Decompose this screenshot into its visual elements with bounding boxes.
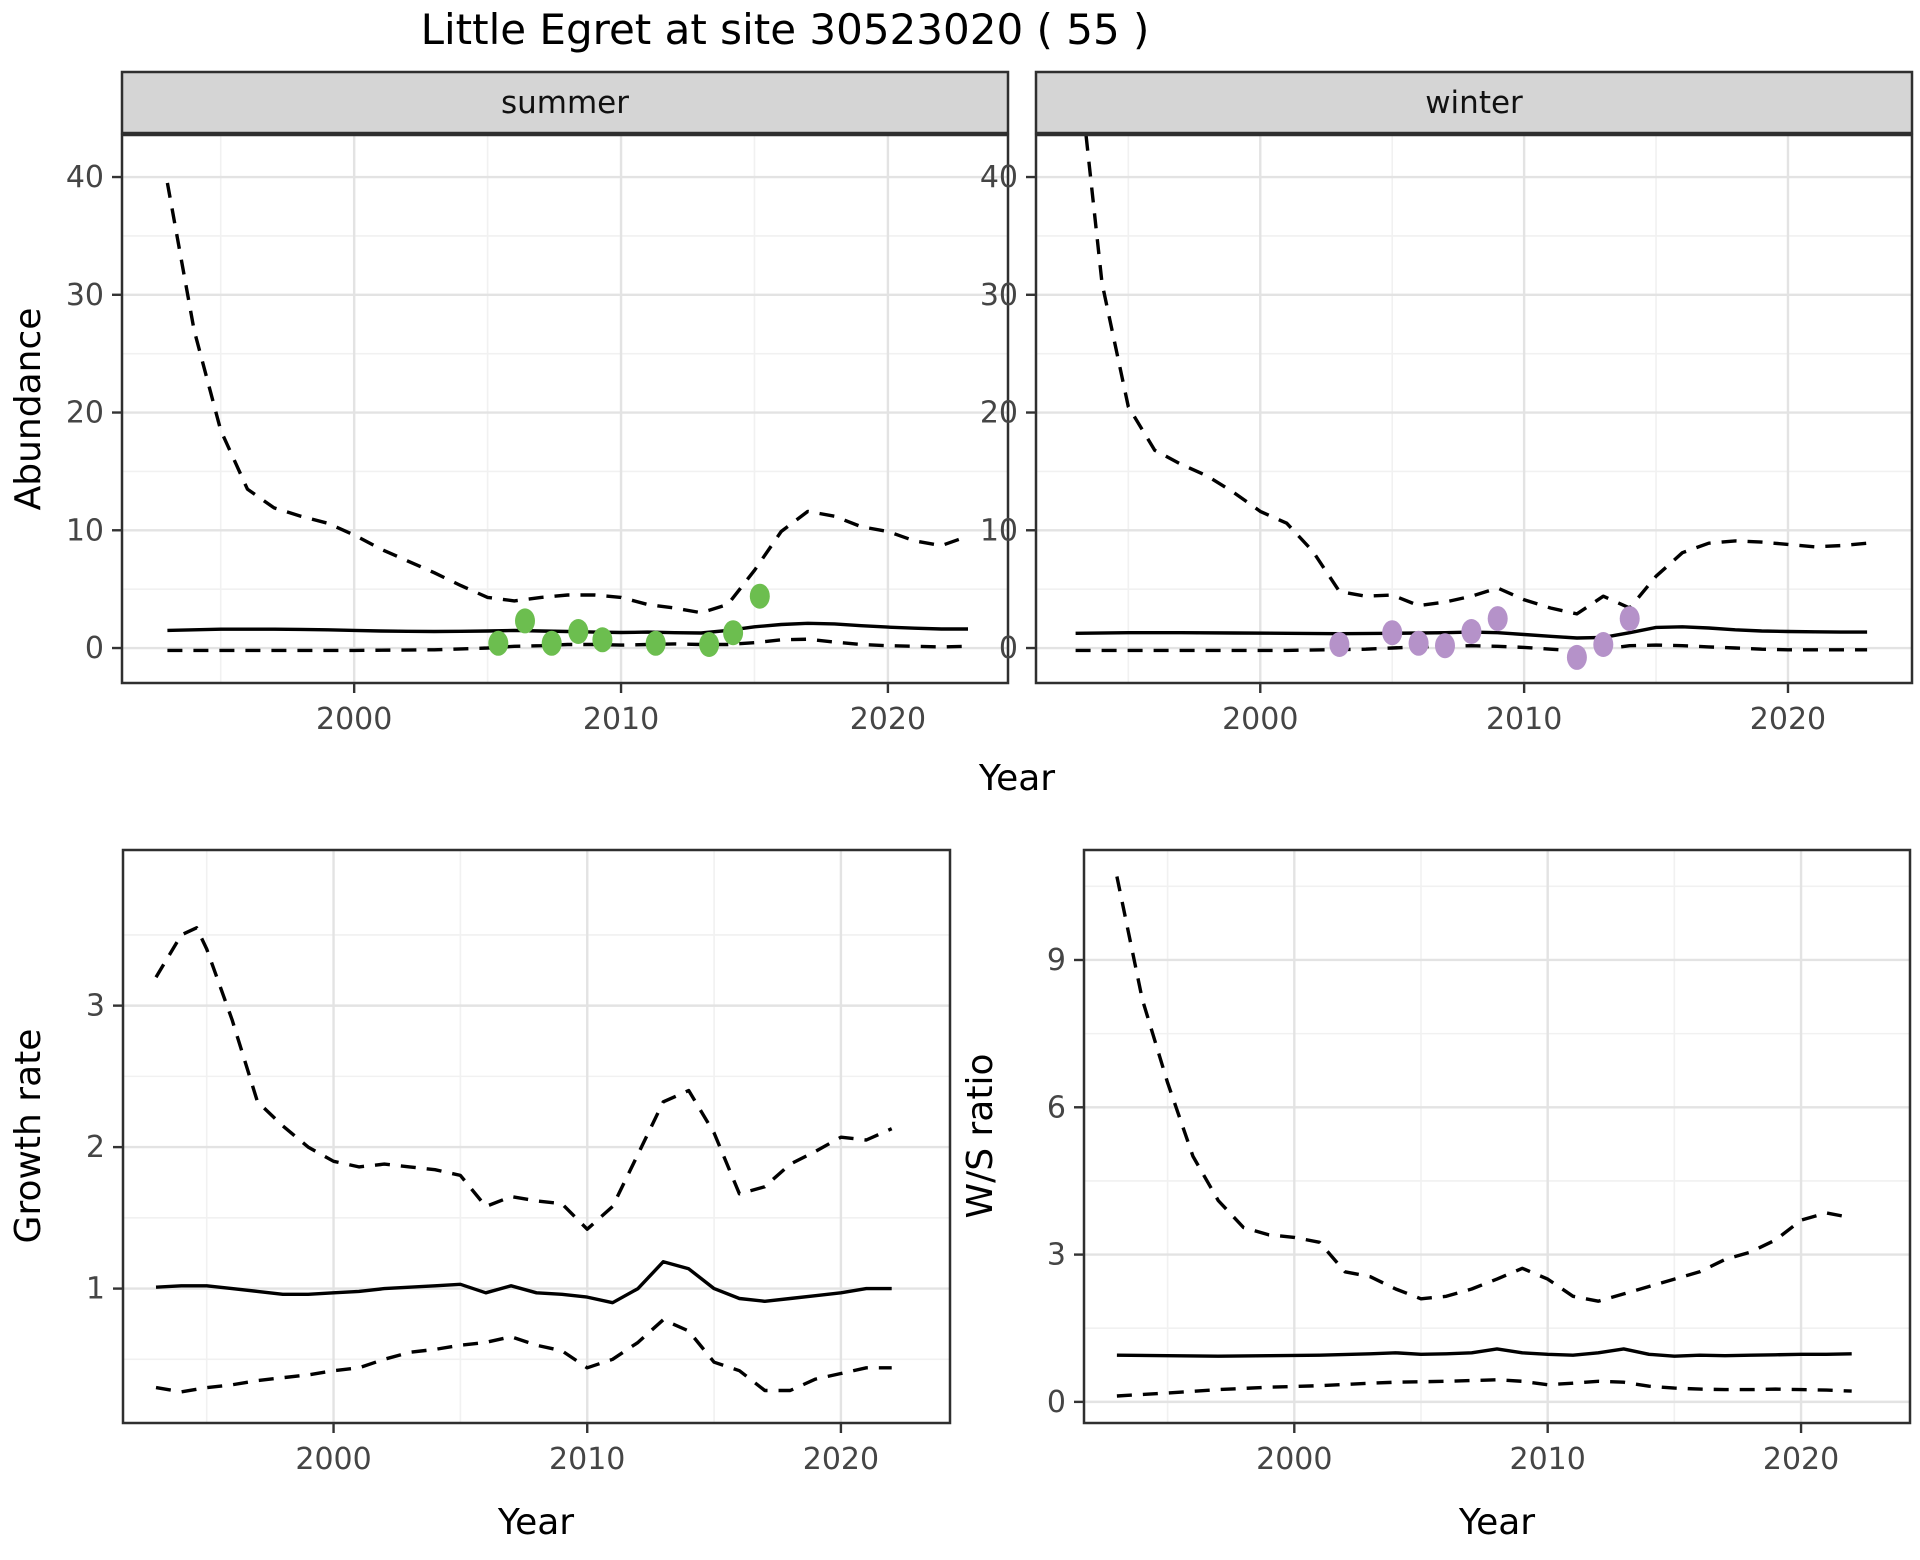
facet-strip-summer-label: summer: [501, 85, 629, 121]
series-group: [154, 926, 893, 1394]
observation-point: [541, 630, 562, 656]
panel-background: [122, 135, 1008, 683]
growth-estimate-line: [155, 1260, 892, 1305]
y-tick-label: 30: [66, 278, 104, 313]
observation-point: [1593, 632, 1614, 657]
y-axis-title-ws-ratio: W/S ratio: [960, 1053, 1001, 1218]
x-tick-label: 2000: [1256, 1442, 1332, 1477]
panel-ws: 2000 2010 2020 0 3 6 9: [1047, 848, 1912, 1477]
y-tick-label: 10: [66, 513, 104, 548]
observation-point: [1435, 633, 1455, 659]
observation-point: [1461, 619, 1482, 644]
y-tick-label: 3: [1047, 1238, 1066, 1273]
panel-border: [1034, 133, 1914, 685]
facet-strip-winter-box: [1034, 70, 1914, 135]
winter-estimate-line: [1075, 625, 1868, 640]
y-tick-label: 40: [980, 160, 1018, 195]
observation-point: [749, 583, 770, 609]
y-tick-label: 0: [85, 631, 104, 666]
x-tick-label: 2010: [549, 1442, 625, 1477]
facet-strip-summer-box: [120, 70, 1010, 135]
x-axis-title-growth: Year: [497, 1502, 574, 1543]
ws-upper_ci-line: [1115, 876, 1853, 1303]
panel-winter: 2000 2010 2020 0 10 20 30 40: [980, 133, 1914, 737]
plot-title: Little Egret at site 30523020 ( 55 ): [421, 5, 1150, 54]
observation-point: [592, 627, 613, 653]
x-tick-label: 2020: [850, 702, 926, 737]
panel-summer: 2000 2010 2020 0 10 20 30 40: [66, 133, 1010, 737]
ws-estimate-line: [1116, 1347, 1852, 1358]
y-tick-label: 3: [86, 989, 105, 1024]
observation-point: [1487, 606, 1508, 632]
x-tick-label: 2000: [1222, 702, 1298, 737]
summer-estimate-line: [167, 621, 968, 635]
panel-background: [123, 850, 950, 1423]
observation-point: [568, 619, 589, 644]
facet-strip-winter: winter: [1034, 70, 1914, 135]
observation-point: [1329, 632, 1350, 657]
panel-growth: 2000 2010 2020 1 2 3: [86, 848, 952, 1477]
observation-point: [515, 608, 535, 634]
x-tick-label: 2010: [1509, 1442, 1585, 1477]
y-tick-label: 30: [980, 278, 1018, 313]
panel-border: [121, 848, 952, 1425]
y-tick-label: 20: [980, 396, 1018, 431]
summer-upper_ci-line: [165, 182, 969, 615]
panel-border: [1082, 848, 1912, 1425]
observation-point: [1619, 606, 1640, 632]
x-tick-label: 2000: [316, 702, 392, 737]
winter-observations: [1329, 606, 1640, 670]
y-axis-title-abundance: Abundance: [8, 308, 49, 511]
x-tick-label: 2020: [803, 1442, 879, 1477]
y-tick-label: 40: [66, 160, 104, 195]
y-tick-label: 1: [86, 1272, 105, 1307]
y-axis-title-growth-rate: Growth rate: [8, 1029, 49, 1244]
x-axis-title-ws: Year: [1458, 1502, 1535, 1543]
x-tick-label: 2010: [583, 702, 659, 737]
panel-background: [1036, 135, 1912, 683]
y-tick-label: 6: [1047, 1090, 1066, 1125]
growth-upper_ci-line: [154, 926, 893, 1231]
ws-lower_ci-line: [1116, 1378, 1852, 1398]
panel-background: [1084, 850, 1910, 1423]
series-group: [1115, 876, 1853, 1398]
x-axis-title-top: Year: [978, 758, 1055, 799]
x-tick-label: 2000: [295, 1442, 371, 1477]
x-tick-label: 2020: [1763, 1442, 1839, 1477]
y-tick-label: 9: [1047, 943, 1066, 978]
observation-point: [1382, 620, 1403, 646]
summer-lower_ci-line: [167, 637, 969, 653]
observation-point: [1566, 644, 1587, 670]
y-tick-label: 0: [999, 631, 1018, 666]
observation-point: [1408, 630, 1429, 656]
observation-point: [645, 630, 666, 656]
observation-point: [488, 630, 509, 656]
summer-observations: [488, 583, 770, 657]
y-tick-label: 20: [66, 396, 104, 431]
x-tick-label: 2010: [1486, 702, 1562, 737]
x-tick-label: 2020: [1750, 702, 1826, 737]
panel-border: [120, 133, 1010, 685]
y-tick-label: 2: [86, 1130, 105, 1165]
y-tick-label: 10: [980, 513, 1018, 548]
observation-point: [723, 620, 744, 646]
facet-strip-winter-label: winter: [1425, 85, 1523, 121]
observation-point: [699, 632, 720, 657]
y-tick-label: 0: [1047, 1385, 1066, 1420]
facet-strip-summer: summer: [120, 70, 1010, 135]
growth-lower_ci-line: [155, 1318, 892, 1394]
series-group: [165, 182, 969, 653]
winter-upper_ci-line: [1084, 135, 1868, 616]
